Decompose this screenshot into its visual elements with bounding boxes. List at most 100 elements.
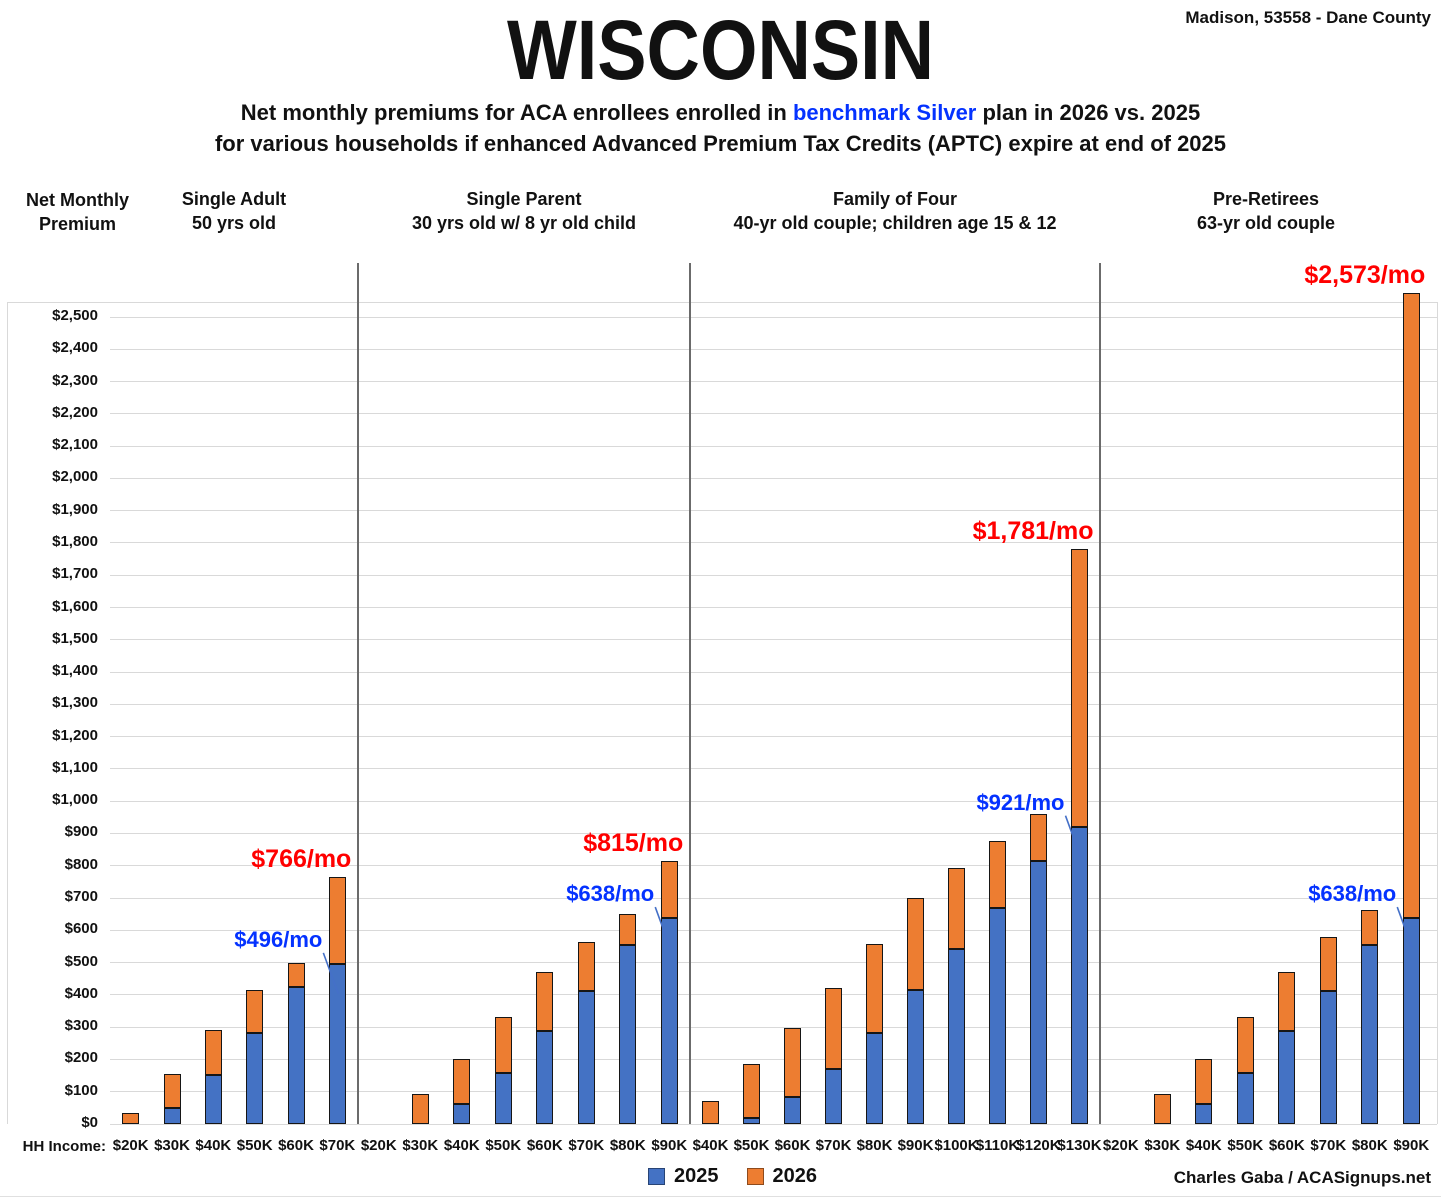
location-label: Madison, 53558 - Dane County [1185, 8, 1431, 27]
bar-2025 [494, 1072, 512, 1124]
group-header: Single Parent 30 yrs old w/ 8 yr old chil… [412, 187, 636, 235]
bar-2025 [1361, 945, 1379, 1124]
group-header-title: Single Adult [181, 189, 287, 209]
group-header-subtitle: 50 yrs old [191, 213, 277, 233]
gridline [110, 929, 1437, 931]
bar-2025 [204, 1074, 222, 1124]
bar-2025 [577, 991, 595, 1124]
y-tick-label: $800 [64, 855, 98, 873]
group-divider [1099, 263, 1101, 1124]
bar-2025 [163, 1107, 181, 1124]
gridline [110, 1058, 1437, 1060]
x-tick-label: $30K [1144, 1137, 1181, 1154]
y-tick-label: $0 [81, 1114, 98, 1131]
bar-2026 [1071, 549, 1088, 827]
y-tick-label: $1,100 [52, 758, 98, 776]
value-label-2026: $815/mo [583, 828, 684, 857]
bar-2026 [1402, 293, 1420, 919]
bar-2025 [1236, 1072, 1254, 1124]
gridline [110, 832, 1437, 834]
y-tick-label: $400 [64, 984, 98, 1002]
legend: 2025 2026 [12, 1165, 1441, 1188]
bar-2026 [1153, 1093, 1171, 1124]
y-tick-label: $1,200 [52, 726, 98, 744]
x-tick-label: $50K [1227, 1137, 1264, 1154]
gridline [110, 639, 1437, 641]
y-tick-label: $2,000 [52, 468, 98, 486]
bar-2026 [702, 1101, 719, 1124]
y-tick-label: $900 [64, 823, 98, 841]
x-tick-label: $80K [856, 1137, 893, 1154]
gridline [110, 413, 1437, 415]
group-header-subtitle: 40-yr old couple; children age 15 & 12 [733, 213, 1057, 233]
x-tick-label: $120K [1016, 1137, 1061, 1154]
subtitle-text-post: plan in 2026 vs. 2025 [976, 100, 1201, 125]
bar-2025 [536, 1031, 554, 1124]
bar-2026 [1030, 814, 1047, 861]
bar-2026 [411, 1093, 429, 1124]
plot-border-right [1437, 302, 1438, 1124]
gridline [110, 962, 1437, 964]
x-tick-label: $110K [975, 1137, 1020, 1154]
value-label-2025: $638/mo [566, 881, 655, 907]
y-tick-label: $2,100 [52, 436, 98, 454]
x-tick-label: $50K [236, 1137, 273, 1154]
group-header-title: Single Parent [466, 189, 582, 209]
y-tick-label: $1,500 [52, 629, 98, 647]
value-label-2026: $1,781/mo [972, 517, 1094, 546]
x-tick-label: $130K [1057, 1137, 1102, 1154]
benchmark-silver-highlight: benchmark Silver [792, 100, 977, 125]
bar-2026 [660, 860, 678, 919]
x-tick-label: $40K [1185, 1137, 1222, 1154]
group-divider [357, 263, 359, 1124]
x-tick-label: $70K [319, 1137, 356, 1154]
legend-item-2026: 2026 [746, 1165, 817, 1188]
group-header: Pre-Retirees 63-yr old couple [1197, 187, 1335, 235]
bar-2026 [907, 898, 924, 991]
y-tick-label: $1,600 [52, 597, 98, 615]
y-tick-label: $200 [64, 1049, 98, 1067]
value-label-2026: $766/mo [251, 844, 352, 873]
gridline [110, 768, 1437, 770]
y-tick-label: $1,400 [52, 662, 98, 680]
bar-2026 [1236, 1016, 1254, 1073]
gridline [110, 477, 1437, 479]
bar-2025 [287, 987, 305, 1124]
x-tick-label: $70K [1310, 1137, 1347, 1154]
subtitle-text-pre: Net monthly premiums for ACA enrollees e… [240, 100, 793, 125]
gridline [110, 381, 1437, 383]
x-tick-label: $40K [443, 1137, 480, 1154]
bar-2025 [907, 990, 924, 1124]
x-tick-label: $90K [651, 1137, 688, 1154]
bar-2025 [989, 907, 1006, 1124]
gridline [110, 897, 1437, 899]
gridline [110, 994, 1437, 996]
value-label-2026: $2,573/mo [1304, 261, 1426, 290]
gridline [110, 1026, 1437, 1028]
bar-2025 [1402, 918, 1420, 1124]
bar-2025 [1319, 991, 1337, 1124]
bar-2025 [1071, 826, 1088, 1124]
x-tick-label: $90K [897, 1137, 934, 1154]
group-header-subtitle: 63-yr old couple [1196, 213, 1336, 233]
x-tick-label: $60K [1268, 1137, 1305, 1154]
gridline [110, 703, 1437, 705]
y-tick-label: $600 [64, 920, 98, 938]
y-tick-label: $100 [64, 1081, 98, 1099]
x-tick-label: $40K [692, 1137, 729, 1154]
bottom-border [0, 1196, 1441, 1197]
y-tick-label: $1,000 [52, 791, 98, 809]
plot-border-left [7, 302, 8, 1124]
x-tick-label: $80K [1351, 1137, 1388, 1154]
legend-item-2025: 2025 [648, 1165, 719, 1188]
bar-2025 [784, 1096, 801, 1124]
group-header: Single Adult 50 yrs old [182, 187, 286, 235]
legend-label-2025: 2025 [674, 1165, 719, 1187]
x-tick-label: $60K [774, 1137, 811, 1154]
bar-2026 [1278, 971, 1296, 1032]
group-header-title: Pre-Retirees [1212, 189, 1320, 209]
gridline [110, 510, 1437, 512]
bar-2025 [743, 1117, 760, 1124]
